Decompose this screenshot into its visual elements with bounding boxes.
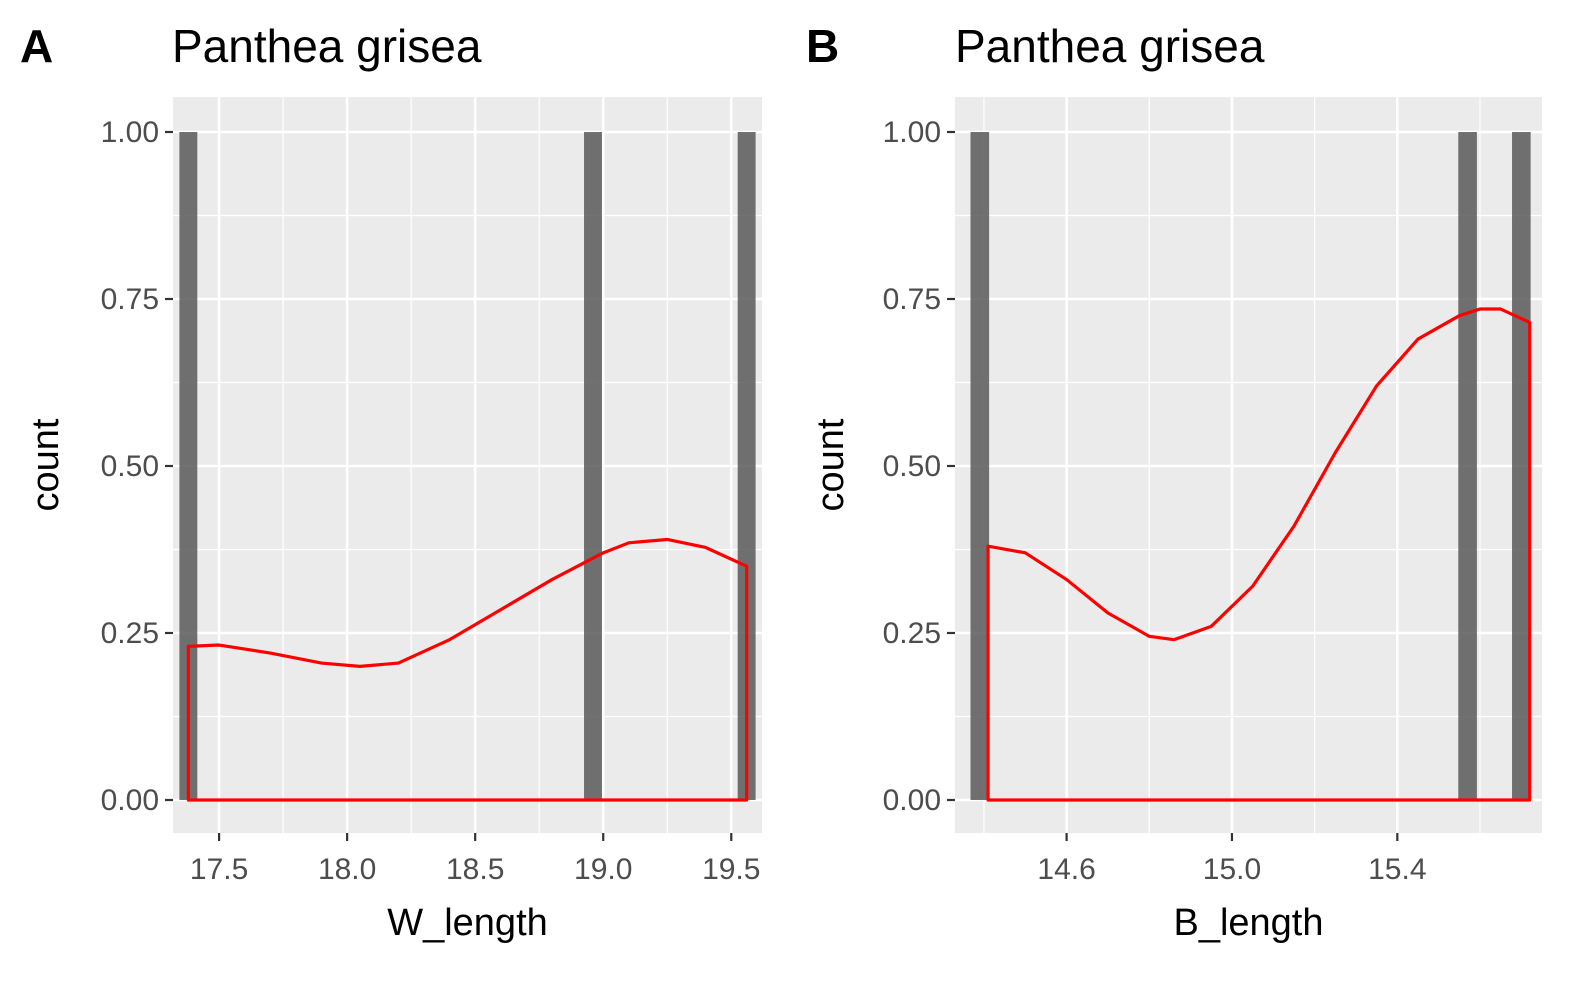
x-tick-label: 15.4 [1368, 853, 1426, 886]
y-tick-label: 0.00 [101, 784, 159, 817]
x-tick-label: 19.0 [574, 853, 632, 886]
panel-letter: B [806, 20, 839, 72]
panel-a: 0.00 0.25 0.50 0.75 1.00 17.5 18.0 18.5 19.0 19.5… [20, 20, 762, 944]
y-tick-label: 1.00 [101, 116, 159, 149]
histogram-bar [1458, 132, 1477, 800]
histogram-bar [584, 132, 602, 800]
x-tick-label: 18.5 [446, 853, 504, 886]
density-line [986, 307, 1532, 802]
y-tick-label: 0.50 [101, 450, 159, 483]
x-tick-label: 18.0 [318, 853, 376, 886]
y-tick-label: 1.00 [883, 116, 941, 149]
density-line [186, 537, 749, 802]
chart-title: Panthea grisea [172, 20, 482, 72]
histogram-bar [179, 132, 198, 800]
y-tick-label: 0.25 [101, 617, 159, 650]
x-axis-title: B_length [1173, 902, 1323, 944]
panel-letter: A [20, 20, 53, 72]
x-axis-title: W_length [387, 902, 548, 944]
y-tick-label: 0.25 [883, 617, 941, 650]
x-tick-label: 15.0 [1203, 853, 1261, 886]
histogram-bar [1512, 132, 1531, 800]
y-tick-label: 0.50 [883, 450, 941, 483]
y-axis-title: count [25, 418, 67, 511]
y-tick-label: 0.75 [101, 283, 159, 316]
x-tick-label: 17.5 [190, 853, 248, 886]
y-axis-title: count [810, 418, 852, 511]
panel-b: 0.00 0.25 0.50 0.75 1.00 14.6 15.0 15.4 B Panthea… [806, 20, 1542, 944]
chart-title: Panthea grisea [955, 20, 1265, 72]
x-tick-label: 19.5 [702, 853, 760, 886]
y-tick-label: 0.00 [883, 784, 941, 817]
histogram-bar [970, 132, 990, 800]
y-tick-label: 0.75 [883, 283, 941, 316]
histogram-bar [737, 132, 756, 800]
x-tick-label: 14.6 [1037, 853, 1095, 886]
